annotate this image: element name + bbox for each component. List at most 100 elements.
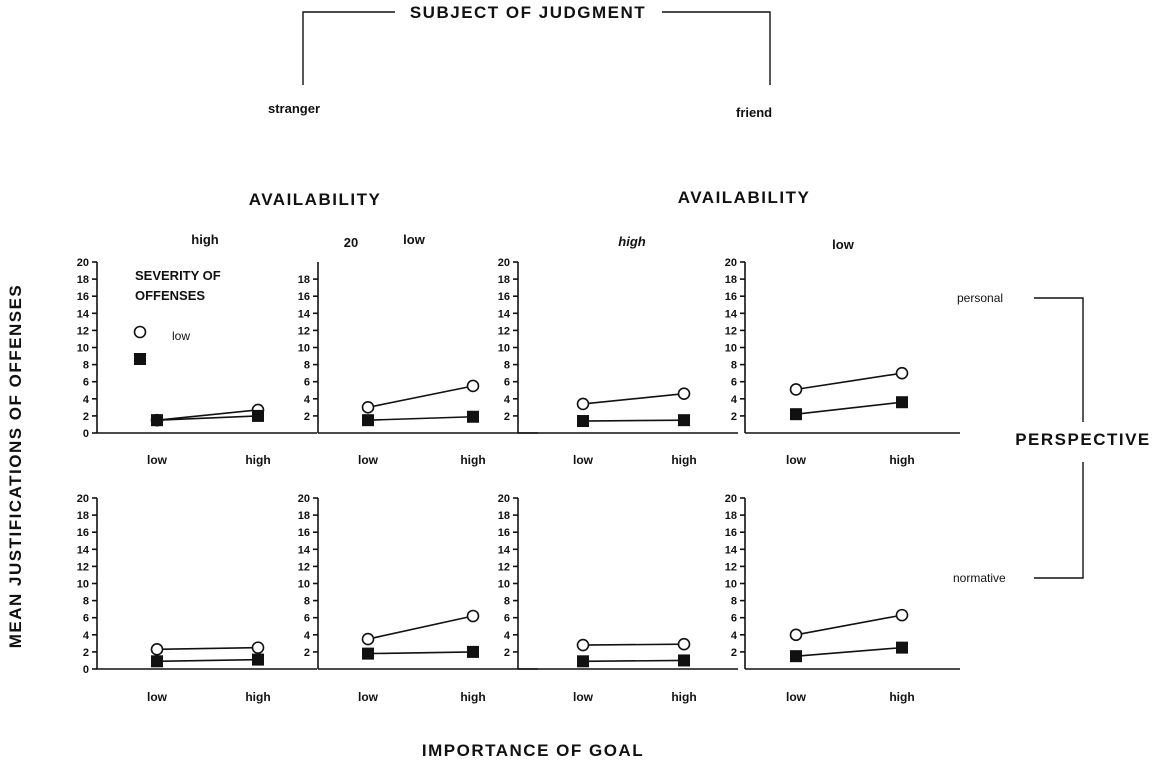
panel-3-ytick-label: 14 — [498, 308, 511, 320]
panel-2-ytick-label: 4 — [304, 394, 311, 406]
panel-4-series-circle-line — [795, 372, 903, 391]
panel-5-ytick-label: 0 — [83, 664, 89, 676]
panel-6-ytick-label: 20 — [298, 493, 310, 505]
panel-7-ytick-label: 12 — [498, 561, 510, 573]
panel-4-point-square — [896, 396, 908, 409]
panel-1-ytick-label: 18 — [77, 274, 89, 286]
panel-1-ytick-label: 16 — [77, 291, 89, 303]
panel-7-ytick-label: 4 — [504, 630, 511, 642]
panel-2-xtick-label: low — [358, 453, 379, 467]
panel-1-point-square — [252, 409, 264, 422]
panel-7-series-circle-line — [582, 643, 685, 646]
panel-6-point-square — [467, 645, 479, 658]
panel-7-ytick-label: 6 — [504, 613, 510, 625]
panel-8-ytick-label: 12 — [725, 561, 737, 573]
panel-7-ytick-label: 18 — [498, 510, 510, 522]
subject-of-judgment-title: SUBJECT OF JUDGMENT — [410, 3, 646, 22]
panel-6-ytick-label: 8 — [304, 596, 310, 608]
subject-friend-label: friend — [736, 105, 772, 120]
panel-7-ytick-label: 20 — [498, 493, 510, 505]
panel-5-series-square-line — [156, 658, 259, 663]
panel-3-ytick-label: 4 — [504, 394, 511, 406]
panel-5-point-circle — [150, 643, 164, 656]
panel-4-series-square-line — [795, 401, 903, 415]
panel-4-point-circle — [789, 383, 803, 396]
panel-6-point-circle — [466, 609, 480, 623]
panel-6-ytick-label: 10 — [298, 579, 310, 591]
panel-4-ytick-label: 18 — [725, 274, 737, 286]
panel-3-ytick-label: 2 — [504, 411, 510, 423]
panel-8-series-square-line — [795, 646, 903, 657]
panel-8-ytick-label: 20 — [725, 493, 737, 505]
panel-7-point-circle — [576, 638, 590, 652]
panel-6-xtick-label: high — [460, 690, 485, 704]
panel-4-ytick-label: 16 — [725, 291, 737, 303]
panel-8-ytick-label: 14 — [725, 544, 738, 556]
perspective-personal-label: personal — [957, 291, 1003, 305]
panel-4-ytick-label: 10 — [725, 343, 737, 355]
panel-5-ytick-label: 16 — [77, 527, 89, 539]
panel-1-xtick-label: high — [245, 453, 270, 467]
panel-2-ytick-label: 16 — [298, 291, 310, 303]
panel-1-ytick-label: 8 — [83, 360, 89, 372]
panel-5-point-square — [252, 653, 264, 666]
panel-8-point-square — [790, 650, 802, 663]
availability-low-friend: low — [832, 237, 855, 252]
panel-1-ytick-label: 20 — [77, 257, 89, 269]
perspective-normative-label: normative — [953, 571, 1006, 585]
panel-3-ytick-label: 8 — [504, 360, 510, 372]
legend-title-line1: SEVERITY OF — [135, 268, 221, 283]
panel-1-ytick-label: 2 — [83, 411, 89, 423]
panel-8-ytick-label: 10 — [725, 579, 737, 591]
panel-8-ytick-label: 18 — [725, 510, 737, 522]
panel-4-ytick-label: 8 — [731, 360, 737, 372]
legend-open-circle-marker — [133, 325, 147, 339]
panel-6-ytick-label: 14 — [298, 544, 311, 556]
panel-7-ytick-label: 8 — [504, 596, 510, 608]
panel-6-ytick-label: 4 — [304, 630, 311, 642]
subject-stranger-label: stranger — [268, 101, 320, 116]
panel-2-series-square-line — [367, 415, 474, 421]
panel-4-ytick-label: 2 — [731, 411, 737, 423]
x-axis-title: IMPORTANCE OF GOAL — [422, 741, 644, 760]
panel-8-ytick-label: 6 — [731, 613, 737, 625]
panel-3-series-square-line — [582, 419, 685, 422]
panel-1-ytick-label: 4 — [83, 394, 90, 406]
stray-tick-label: 20 — [344, 235, 358, 250]
panel-7-ytick-label: 16 — [498, 527, 510, 539]
legend-filled-square-marker — [134, 353, 146, 365]
panel-7-point-circle — [677, 637, 691, 651]
panel-5-ytick-label: 14 — [77, 544, 90, 556]
panel-4-ytick-label: 20 — [725, 257, 737, 269]
panel-1-ytick-label: 0 — [83, 428, 89, 440]
availability-label-friend: AVAILABILITY — [678, 188, 811, 207]
panel-8-ytick-label: 4 — [731, 630, 738, 642]
panel-5-ytick-label: 10 — [77, 579, 89, 591]
panel-8-ytick-label: 2 — [731, 647, 737, 659]
panel-4-xtick-label: low — [786, 453, 807, 467]
panel-2-point-circle — [361, 401, 375, 414]
panel-6-point-circle — [361, 632, 375, 646]
panel-3-ytick-label: 6 — [504, 377, 510, 389]
panel-3-xtick-label: low — [573, 453, 594, 467]
panel-8-point-circle — [789, 628, 803, 642]
panel-7-ytick-label: 2 — [504, 647, 510, 659]
panel-1-ytick-label: 10 — [77, 343, 89, 355]
panel-8-xtick-label: low — [786, 690, 807, 704]
availability-high-friend: high — [618, 234, 645, 249]
panel-4-ytick-label: 4 — [731, 394, 738, 406]
panel-3-point-square — [678, 414, 690, 427]
legend-title-line2: OFFENSES — [135, 288, 205, 303]
panel-7-ytick-label: 10 — [498, 579, 510, 591]
panel-2-series-circle-line — [367, 385, 474, 409]
panel-2-ytick-label: 8 — [304, 360, 310, 372]
panel-3-ytick-label: 16 — [498, 291, 510, 303]
panel-7-series-square-line — [582, 659, 685, 663]
panel-5-series-circle-line — [156, 646, 259, 651]
panel-3-xtick-label: high — [671, 453, 696, 467]
panel-6-series-circle-line — [367, 615, 474, 640]
panel-4-point-square — [790, 408, 802, 421]
panel-2-ytick-label: 10 — [298, 343, 310, 355]
